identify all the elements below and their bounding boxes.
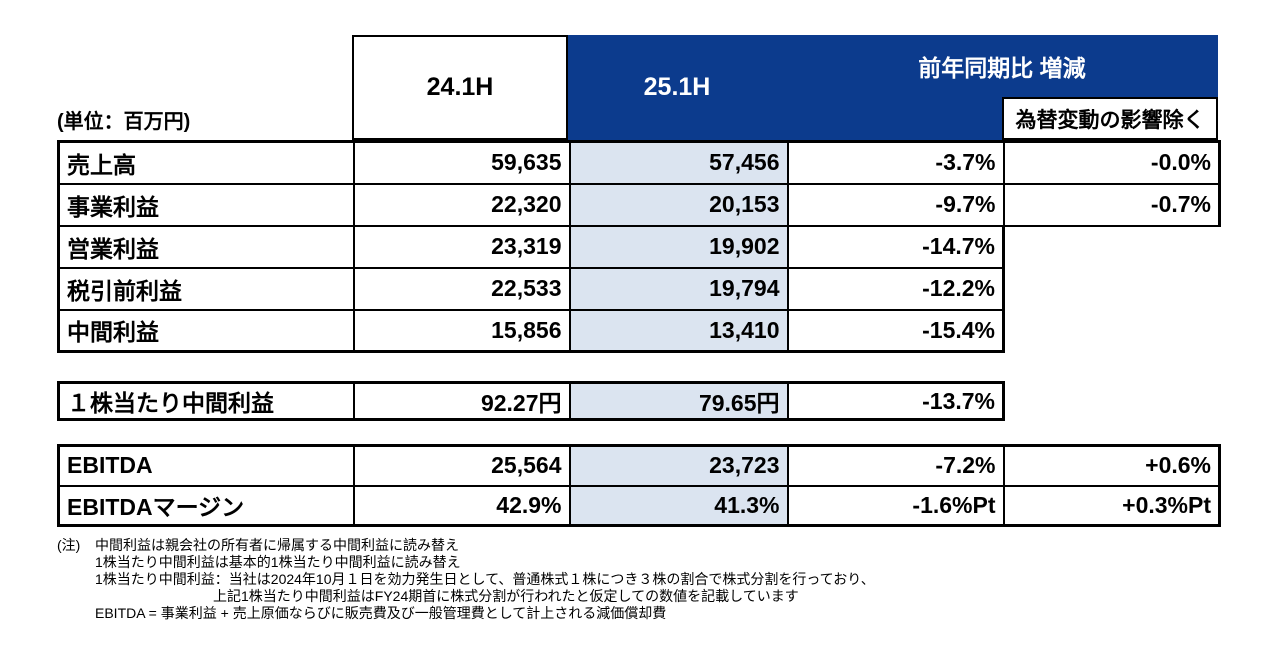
column-header-24-1h: 24.1H (352, 35, 568, 140)
unit-label: (単位：百万円) (57, 111, 191, 133)
operating-profit-yoy: -14.7% (786, 224, 1005, 269)
business-profit-fx: -0.7% (1002, 182, 1221, 227)
footnote-line: 1株当たり中間利益は基本的1株当たり中間利益に読み替え (95, 554, 461, 570)
footnote-line: EBITDA = 事業利益 + 売上原価ならびに販売費及び一般管理費として計上さ… (95, 605, 667, 621)
row-label-pretax-profit: 税引前利益 (57, 266, 355, 311)
ebitda-margin-fx: +0.3%Pt (1002, 484, 1221, 527)
footnote-text: 中間利益は親会社の所有者に帰属する中間利益に読み替え (95, 537, 459, 553)
table-row: 事業利益 22,320 20,153 -9.7% -0.7% (57, 182, 1221, 227)
ebitda-25h: 23,723 (568, 444, 789, 487)
ebitda-margin-24h: 42.9% (352, 484, 571, 527)
revenue-fx: -0.0% (1002, 140, 1221, 185)
revenue-24h: 59,635 (352, 140, 571, 185)
empty-cell (1004, 226, 1220, 268)
row-label-ebitda-margin: EBITDAマージン (57, 484, 355, 527)
column-header-25-1h: 25.1H (643, 73, 711, 101)
main-results-table: 売上高 59,635 57,456 -3.7% -0.0% 事業利益 22,32… (57, 140, 1221, 353)
interim-profit-25h: 13,410 (568, 308, 789, 353)
table-row: 中間利益 15,856 13,410 -15.4% (57, 308, 1220, 353)
eps-table: １株当たり中間利益 92.27円 79.65円 -13.7% (57, 381, 1005, 421)
row-label-operating-profit: 営業利益 (57, 224, 355, 269)
pretax-profit-24h: 22,533 (352, 266, 571, 311)
operating-profit-24h: 23,319 (352, 224, 571, 269)
row-label-revenue: 売上高 (57, 140, 355, 185)
header-blue-band: 25.1H 前年同期比 増減 為替変動の影響除く (568, 35, 1218, 140)
ebitda-margin-25h: 41.3% (568, 484, 789, 527)
business-profit-24h: 22,320 (352, 182, 571, 227)
row-label-eps: １株当たり中間利益 (57, 381, 355, 421)
business-profit-yoy: -9.7% (786, 182, 1005, 227)
footnotes: (注) 中間利益は親会社の所有者に帰属する中間利益に読み替え 1株当たり中間利益… (57, 537, 1217, 622)
ebitda-24h: 25,564 (352, 444, 571, 487)
table-row: EBITDA 25,564 23,723 -7.2% +0.6% (57, 444, 1221, 487)
revenue-yoy: -3.7% (786, 140, 1005, 185)
interim-profit-24h: 15,856 (352, 308, 571, 353)
ebitda-fx: +0.6% (1002, 444, 1221, 487)
footnote-prefix: (注) (57, 537, 81, 553)
column-header-yoy: 前年同期比 増減 (918, 55, 1086, 81)
row-label-business-profit: 事業利益 (57, 182, 355, 227)
table-row: EBITDAマージン 42.9% 41.3% -1.6%Pt +0.3%Pt (57, 484, 1221, 527)
ebitda-table: EBITDA 25,564 23,723 -7.2% +0.6% EBITDAマ… (57, 444, 1221, 527)
empty-cell (1004, 268, 1220, 310)
empty-cell (1004, 310, 1220, 352)
eps-25h: 79.65円 (568, 381, 789, 421)
table-row: 営業利益 23,319 19,902 -14.7% (57, 224, 1220, 269)
row-label-ebitda: EBITDA (57, 444, 355, 487)
pretax-profit-yoy: -12.2% (786, 266, 1005, 311)
table-row: 税引前利益 22,533 19,794 -12.2% (57, 266, 1220, 311)
footnote-line: (注) 中間利益は親会社の所有者に帰属する中間利益に読み替え (57, 537, 1217, 554)
ebitda-yoy: -7.2% (786, 444, 1005, 487)
row-label-interim-profit: 中間利益 (57, 308, 355, 353)
table-row: 売上高 59,635 57,456 -3.7% -0.0% (57, 140, 1221, 185)
revenue-25h: 57,456 (568, 140, 789, 185)
business-profit-25h: 20,153 (568, 182, 789, 227)
pretax-profit-25h: 19,794 (568, 266, 789, 311)
footnote-line: 上記1株当たり中間利益はFY24期首に株式分割が行われたと仮定しての数値を記載し… (213, 588, 799, 604)
operating-profit-25h: 19,902 (568, 224, 789, 269)
table-row: １株当たり中間利益 92.27円 79.65円 -13.7% (57, 381, 1005, 421)
column-header-fx-excluded: 為替変動の影響除く (1002, 97, 1218, 140)
eps-yoy: -13.7% (786, 381, 1005, 421)
eps-24h: 92.27円 (352, 381, 571, 421)
ebitda-margin-yoy: -1.6%Pt (786, 484, 1005, 527)
footnote-line: 1株当たり中間利益：当社は2024年10月１日を効力発生日として、普通株式１株に… (95, 571, 875, 587)
interim-profit-yoy: -15.4% (786, 308, 1005, 353)
